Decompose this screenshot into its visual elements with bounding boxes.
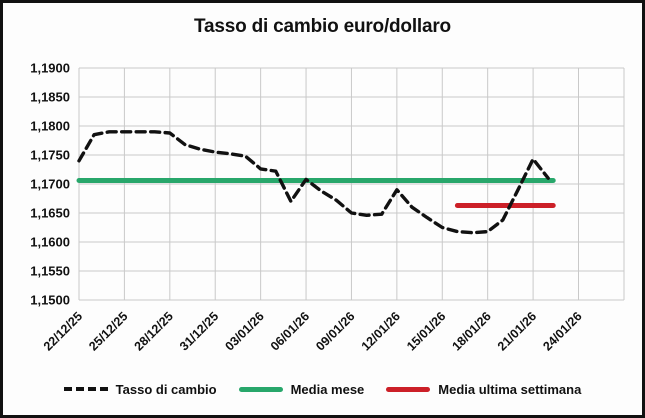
chart-title: Tasso di cambio euro/dollaro [194,16,451,37]
green-line-swatch [238,386,283,392]
legend-item-media-ultima-settimana: Media ultima settimana [386,382,581,397]
x-tick-label: 24/01/26 [540,309,584,353]
x-tick-label: 31/12/25 [177,309,221,353]
x-tick-label: 25/12/25 [86,309,130,353]
y-tick-label: 1,1650 [30,206,70,221]
red-line-swatch [386,386,431,392]
x-tick-label: 12/01/26 [359,309,403,353]
y-tick-label: 1,1700 [30,177,70,192]
x-tick-label: 09/01/26 [313,309,357,353]
x-tick-label: 15/01/26 [404,309,448,353]
x-tick-label: 06/01/26 [268,309,312,353]
dashed-line-swatch [63,387,108,391]
x-tick-label: 03/01/26 [222,309,266,353]
y-tick-label: 1,1800 [30,119,70,134]
legend-item-tasso-di-cambio: Tasso di cambio [63,381,217,397]
x-tick-label: 28/12/25 [132,309,176,353]
x-tick-label: 18/01/26 [449,309,493,353]
y-tick-label: 1,1850 [30,90,70,105]
y-tick-label: 1,1900 [30,61,70,76]
y-tick-label: 1,1600 [30,235,70,250]
x-tick-label: 22/12/25 [41,309,85,353]
plot-svg: 1,1900 1,1850 1,1800 1,1750 1,1700 1,1650 1,16… [30,61,625,354]
legend-label: Media mese [290,381,365,397]
legend: Tasso di cambio Media mese Media ultima … [3,375,642,403]
tasso-di-cambio-line [77,130,550,235]
legend-label: Tasso di cambio [115,381,217,397]
y-tick-label: 1,1500 [30,293,70,308]
x-tick-label: 21/01/26 [495,309,539,353]
legend-label: Media ultima settimana [438,381,582,397]
y-tick-label: 1,1750 [30,148,70,163]
legend-item-media-mese: Media mese [238,381,365,397]
y-tick-label: 1,1550 [30,264,70,279]
